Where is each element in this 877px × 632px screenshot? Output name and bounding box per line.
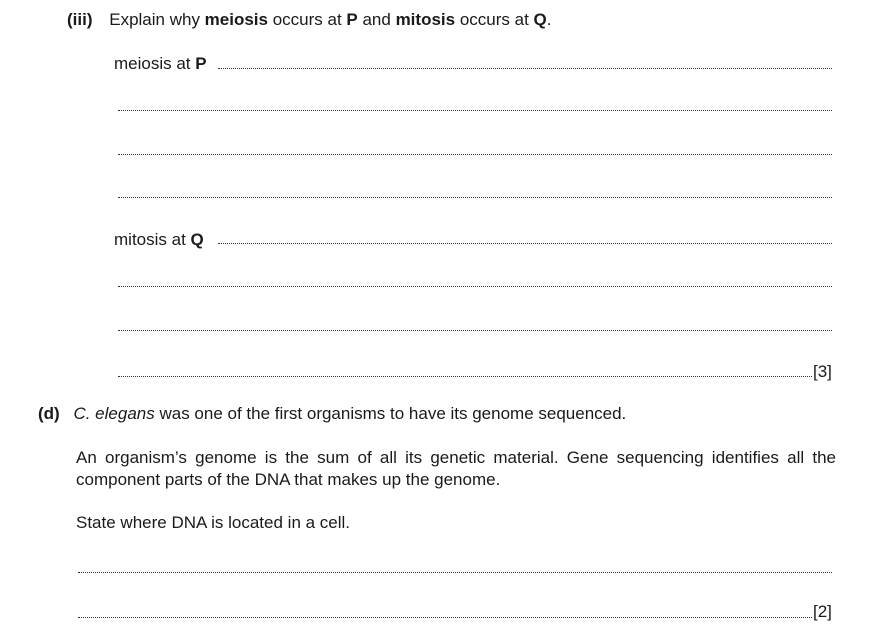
part-d-intro: (d) C. elegans was one of the first orga… (38, 404, 626, 424)
meiosis-answer-line-1[interactable] (218, 68, 832, 69)
mitosis-answer-line-4[interactable] (118, 376, 812, 377)
dna-answer-line-2[interactable] (78, 617, 812, 618)
mitosis-label-text: mitosis at (114, 230, 191, 249)
meiosis-label-text: meiosis at (114, 54, 196, 73)
question-text-pre: Explain why (109, 10, 205, 29)
organism-name: C. elegans (73, 404, 155, 423)
term-meiosis: meiosis (204, 10, 268, 29)
meiosis-answer-label: meiosis at P (114, 54, 207, 74)
mitosis-answer-label: mitosis at Q (114, 230, 204, 250)
mitosis-answer-line-2[interactable] (118, 286, 832, 287)
part-d-question: State where DNA is located in a cell. (76, 513, 351, 532)
meiosis-answer-line-3[interactable] (118, 154, 832, 155)
letter-p: P (346, 10, 358, 29)
meiosis-answer-line-2[interactable] (118, 110, 832, 111)
term-mitosis: mitosis (395, 10, 456, 29)
question-text-end: . (546, 10, 552, 29)
part-iii-question: (iii) Explain why meiosis occurs at P an… (67, 10, 551, 30)
question-text-mid2: and (357, 10, 396, 29)
dna-answer-line-1[interactable] (78, 572, 832, 573)
part-d-marks: [2] (813, 602, 832, 621)
mitosis-answer-line-1[interactable] (218, 243, 832, 244)
letter-q: Q (533, 10, 547, 29)
mitosis-answer-line-3[interactable] (118, 330, 832, 331)
meiosis-letter: P (195, 54, 207, 73)
part-iii-label: (iii) (67, 10, 93, 29)
mitosis-letter: Q (190, 230, 204, 249)
part-d-intro-text: was one of the first organisms to have i… (154, 404, 627, 423)
question-text-mid1: occurs at (267, 10, 347, 29)
question-text-mid3: occurs at (455, 10, 534, 29)
part-iii-marks: [3] (813, 362, 832, 381)
part-d-label: (d) (38, 404, 60, 423)
genome-paragraph: An organism’s genome is the sum of all i… (76, 448, 836, 489)
meiosis-answer-line-4[interactable] (118, 197, 832, 198)
